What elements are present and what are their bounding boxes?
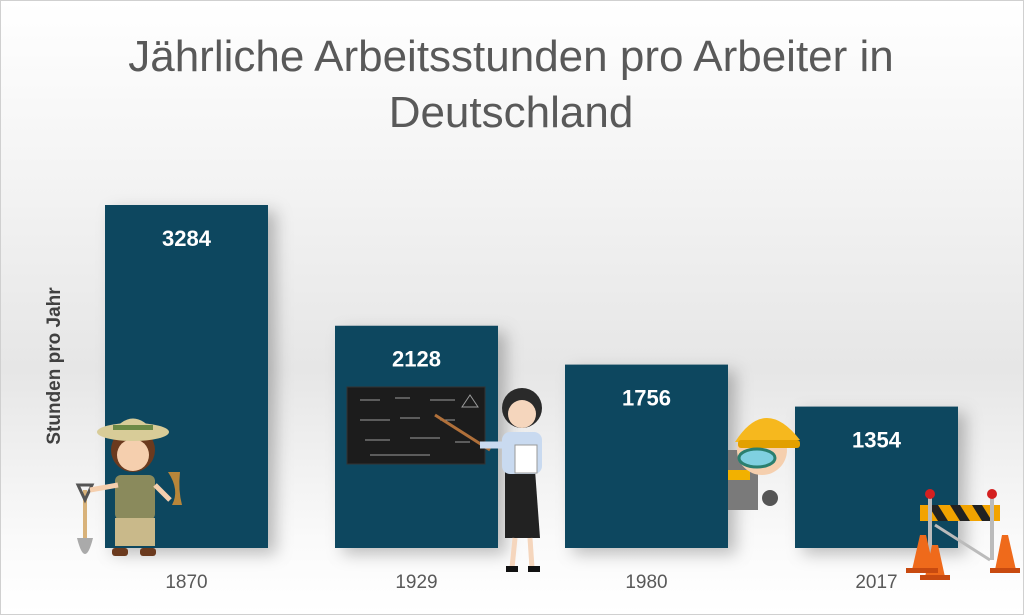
bar-1980: [565, 364, 728, 548]
data-label-1980: 1756: [622, 386, 671, 411]
archaeologist-girl-icon: [75, 418, 182, 556]
data-label-1929: 2128: [392, 347, 441, 372]
x-tick-label-1980: 1980: [625, 572, 667, 593]
road-barrier-with-cones-icon: [906, 489, 1020, 580]
x-tick-label-2017: 2017: [855, 572, 897, 593]
x-tick-label-1929: 1929: [395, 572, 437, 593]
x-tick-label-1870: 1870: [165, 572, 207, 593]
chart-title: Jährliche Arbeitsstunden pro Arbeiter in…: [128, 32, 894, 137]
data-label-2017: 1354: [852, 428, 902, 453]
teacher-with-chalkboard-icon: [346, 386, 542, 572]
data-label-1870: 3284: [162, 226, 212, 251]
construction-worker-icon: [728, 417, 800, 510]
